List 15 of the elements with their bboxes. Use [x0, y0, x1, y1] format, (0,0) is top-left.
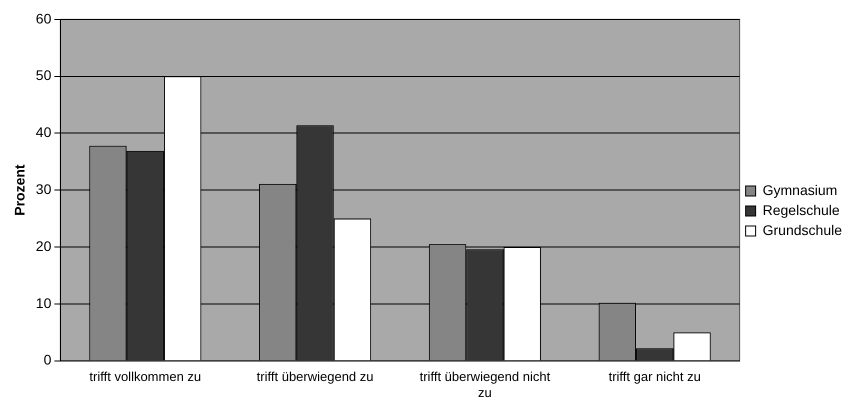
y-tick-label: 20	[36, 238, 52, 254]
x-tick-label: trifft gar nicht zu	[608, 369, 701, 384]
x-tick-label: trifft überwiegend nicht zu	[420, 369, 551, 400]
y-tick-label: 30	[36, 180, 52, 197]
y-axis-title: Prozent	[11, 164, 28, 216]
legend-label: Regelschule	[762, 202, 840, 218]
x-tick-label: trifft überwiegend zu	[256, 369, 374, 384]
legend-label: Gymnasium	[762, 182, 838, 198]
y-tick-label: 0	[44, 352, 52, 368]
y-tick-label: 60	[36, 10, 52, 26]
y-tick-label: 40	[36, 124, 52, 140]
y-tick-label: 50	[36, 67, 52, 84]
y-tick-label: 10	[36, 294, 52, 311]
x-tick-label: trifft vollkommen zu	[89, 369, 202, 384]
legend-label: Grundschule	[762, 222, 842, 238]
